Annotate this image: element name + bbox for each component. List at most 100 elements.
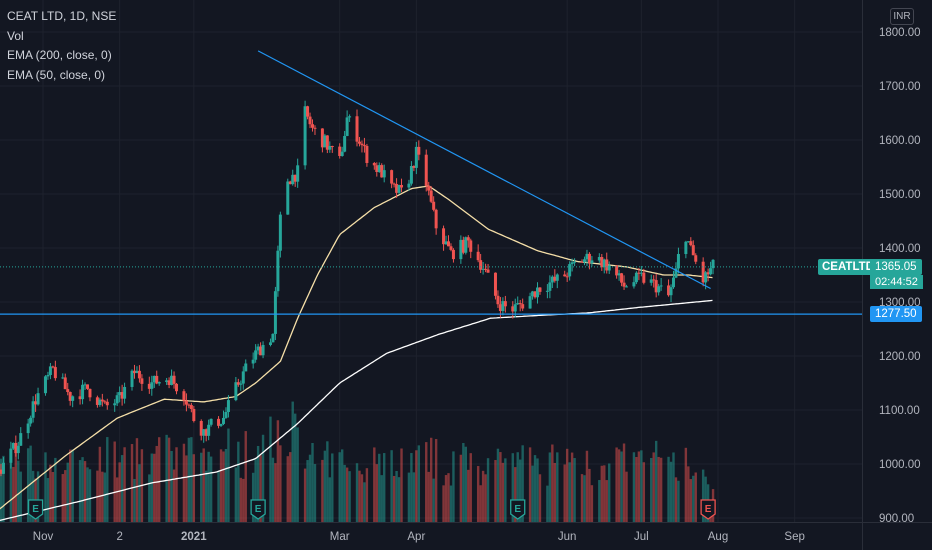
volume-bar xyxy=(650,457,653,522)
volume-bar xyxy=(68,449,72,522)
candle-body xyxy=(545,290,549,292)
candle-body xyxy=(105,401,109,406)
volume-bar xyxy=(234,467,238,522)
candle-body xyxy=(538,287,542,292)
volume-bar xyxy=(219,449,223,522)
candle-body xyxy=(182,391,186,401)
candle-body xyxy=(293,174,297,182)
volume-bar xyxy=(494,460,497,522)
candle-body xyxy=(429,190,433,202)
legend-ema50: EMA (50, close, 0) xyxy=(7,67,106,82)
candle-body xyxy=(600,257,604,268)
candle-body xyxy=(202,429,206,436)
candle-body xyxy=(26,423,30,434)
time-tick-label: 2021 xyxy=(181,531,207,543)
volume-bar xyxy=(54,457,57,522)
candle-body xyxy=(503,301,507,307)
candle-body xyxy=(236,382,240,385)
candle-body xyxy=(362,145,366,147)
candle-body xyxy=(607,265,611,271)
candle-body xyxy=(345,117,349,136)
candle-body xyxy=(669,287,673,296)
time-tick-label: Jun xyxy=(558,531,577,543)
candle-body xyxy=(667,285,671,296)
candle-body xyxy=(424,154,428,186)
volume-bar xyxy=(274,463,277,522)
volume-bar xyxy=(486,458,490,522)
candle-body xyxy=(308,116,312,125)
candle-body xyxy=(580,261,584,263)
candle-body xyxy=(98,399,102,405)
volume-bar xyxy=(207,451,210,522)
candle-body xyxy=(461,239,465,253)
volume-bar xyxy=(511,453,514,522)
volume-bar xyxy=(308,454,312,522)
volume-bar xyxy=(103,472,107,522)
volume-bar xyxy=(479,485,482,522)
candle-body xyxy=(100,399,104,402)
volume-bar xyxy=(704,476,707,522)
volume-bar xyxy=(138,464,141,522)
volume-bar xyxy=(202,448,205,522)
candle-body xyxy=(296,165,300,182)
candle-body xyxy=(582,259,586,263)
candle-body xyxy=(602,259,606,268)
volume-bar xyxy=(303,468,307,522)
candle-body xyxy=(313,127,317,129)
volume-bar xyxy=(296,427,299,522)
candle-body xyxy=(516,303,520,305)
candle-body xyxy=(140,378,144,384)
candle-body xyxy=(150,382,154,389)
candle-body xyxy=(115,395,119,404)
volume-bar xyxy=(674,477,678,522)
candle-body xyxy=(414,146,418,168)
candle-body xyxy=(550,276,554,283)
currency-button[interactable]: INR xyxy=(890,8,914,25)
volume-bar xyxy=(464,446,468,522)
volume-bar xyxy=(538,474,542,522)
candle-body xyxy=(479,260,483,270)
candle-body xyxy=(306,106,310,117)
candle-body xyxy=(259,346,263,356)
volume-bar xyxy=(340,449,344,522)
volume-bar xyxy=(269,416,272,522)
volume-bar xyxy=(570,452,574,522)
volume-bar xyxy=(2,455,5,522)
volume-bar xyxy=(425,442,428,522)
legend-volume: Vol xyxy=(7,28,24,43)
volume-bar xyxy=(588,468,591,522)
candle-body xyxy=(199,420,203,436)
price-tick-label: 900.00 xyxy=(879,513,914,525)
candle-body xyxy=(118,392,122,396)
candle-body xyxy=(83,384,87,386)
volume-bar xyxy=(14,451,18,522)
candle-body xyxy=(68,392,72,401)
volume-bar xyxy=(158,437,161,522)
volume-bar xyxy=(155,445,158,522)
candle-body xyxy=(548,282,552,291)
volume-bar xyxy=(514,467,517,522)
candle-body xyxy=(303,106,307,166)
candle-body xyxy=(172,375,176,384)
volume-bar xyxy=(484,474,487,522)
candle-body xyxy=(555,274,559,281)
volume-bar xyxy=(345,467,349,522)
candle-body xyxy=(449,246,453,250)
volume-bar xyxy=(66,462,69,522)
ema50-line xyxy=(0,185,713,510)
candle-body xyxy=(434,209,438,229)
time-tick-label: Mar xyxy=(330,531,350,543)
volume-bar xyxy=(481,470,485,522)
volume-bar xyxy=(71,449,74,522)
candle-body xyxy=(261,344,265,356)
volume-bar xyxy=(98,446,102,522)
volume-bar xyxy=(276,420,280,522)
volume-bar xyxy=(239,477,243,522)
candle-body xyxy=(451,249,455,260)
volume-bar xyxy=(244,431,247,522)
volume-bar xyxy=(476,466,480,522)
earnings-marker-icon: E xyxy=(700,499,716,520)
candle-body xyxy=(16,445,20,454)
volume-bar xyxy=(86,467,89,522)
